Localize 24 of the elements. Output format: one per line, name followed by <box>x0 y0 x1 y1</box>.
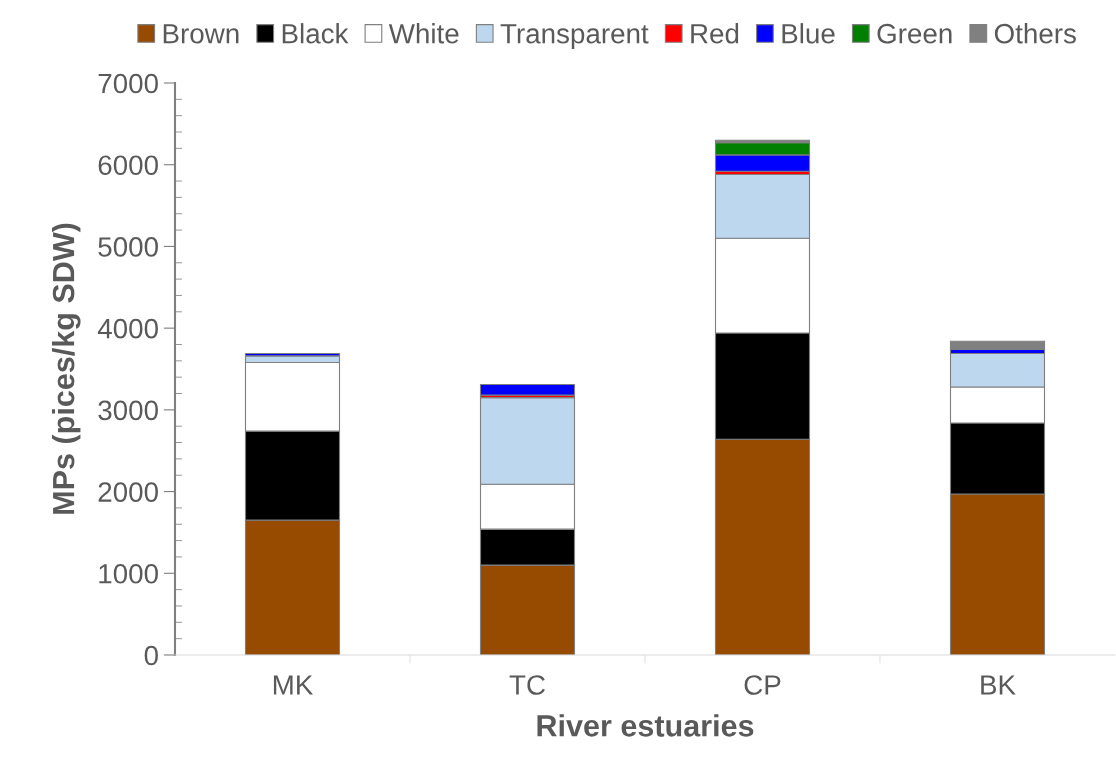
legend-label: Blue <box>782 23 835 44</box>
legend-label: White <box>388 23 459 44</box>
legend-label: Black <box>282 23 349 44</box>
y-tick-label: 7000 <box>98 73 158 94</box>
y-tick-label: 6000 <box>98 155 158 176</box>
y-tick-label: 1000 <box>99 563 158 584</box>
x-tick-label: MK <box>273 675 314 695</box>
x-tick-label: TC <box>509 675 545 695</box>
legend-label: Green <box>877 23 952 44</box>
y-tick-label: 2000 <box>98 482 158 502</box>
x-axis-title: River estuaries <box>537 714 754 737</box>
y-tick-label: 3000 <box>98 400 158 421</box>
bar <box>479 383 576 396</box>
legend-label: Brown <box>163 24 239 44</box>
y-tick-label: 0 <box>144 645 158 666</box>
legend-label: Others <box>994 23 1076 44</box>
legend-label: Red <box>691 23 739 44</box>
y-tick-label: 4000 <box>97 318 158 339</box>
y-tick-label: 5000 <box>98 237 158 257</box>
bar <box>949 340 1046 350</box>
legend-label: Transparent <box>500 24 649 50</box>
y-axis-title: MPs (pices/kg SDW) <box>51 223 81 514</box>
x-tick-label: CP <box>744 675 781 695</box>
x-tick-label: BK <box>981 675 1016 695</box>
